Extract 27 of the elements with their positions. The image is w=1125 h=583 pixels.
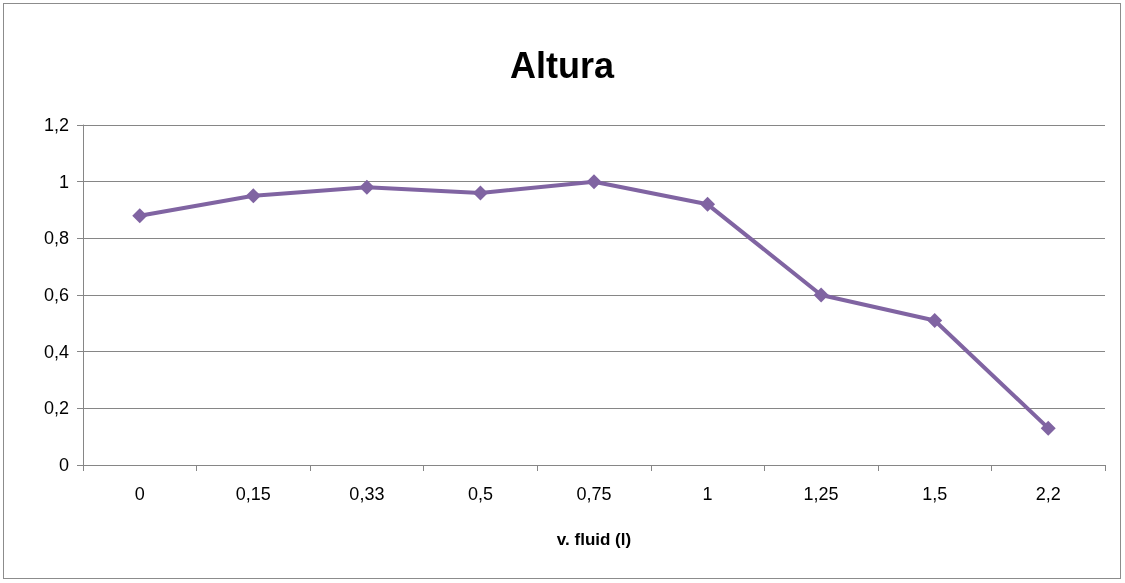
y-tick-label: 1 bbox=[58, 171, 69, 192]
y-tick-label: 0,4 bbox=[43, 341, 69, 362]
x-tick-label: 1 bbox=[702, 484, 713, 504]
y-tick-label: 0,2 bbox=[43, 398, 69, 419]
point bbox=[245, 188, 261, 204]
point bbox=[700, 196, 716, 212]
x-tick-label: 2,2 bbox=[1035, 484, 1061, 504]
x-tick-label: 1,25 bbox=[803, 484, 839, 504]
y-tick-label: 1,2 bbox=[43, 115, 69, 135]
y-tick-label: 0,6 bbox=[43, 285, 69, 305]
point bbox=[586, 174, 602, 190]
x-axis-title: v. fluid (l) bbox=[556, 530, 632, 549]
x-tick-label: 0,75 bbox=[576, 484, 612, 504]
y-tick-label: 0,8 bbox=[43, 228, 69, 249]
x-tick-label: 0,5 bbox=[467, 484, 493, 504]
x-tick-label: 0,15 bbox=[235, 484, 271, 504]
point bbox=[1040, 420, 1056, 436]
x-tick-label: 0,33 bbox=[349, 484, 385, 504]
chart-title: Altura bbox=[509, 44, 615, 86]
y-tick-label: 0 bbox=[58, 455, 69, 475]
point bbox=[472, 185, 488, 201]
x-tick-label: 1,5 bbox=[922, 484, 948, 504]
point bbox=[132, 208, 148, 224]
x-tick-label: 0 bbox=[134, 484, 145, 504]
point bbox=[927, 313, 943, 328]
point bbox=[359, 179, 375, 195]
point bbox=[813, 287, 829, 303]
